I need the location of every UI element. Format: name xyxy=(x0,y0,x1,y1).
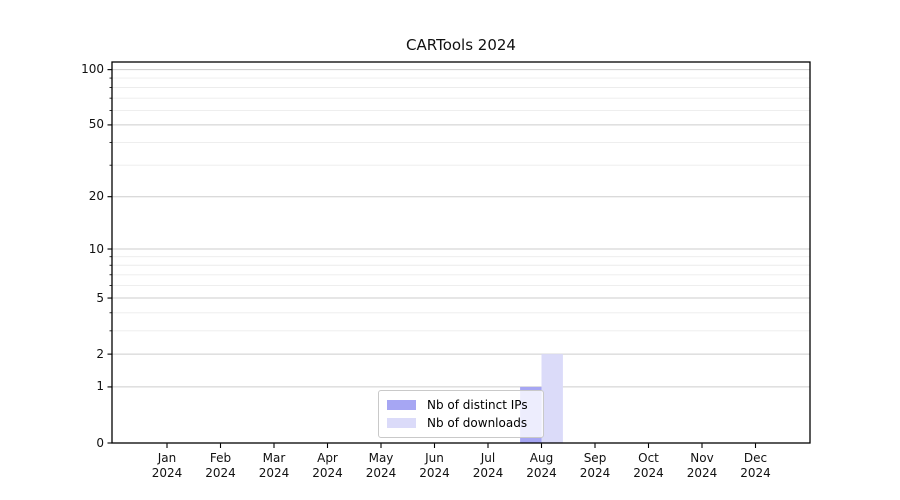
x-tick-label: Sep 2024 xyxy=(567,451,623,481)
y-tick-label: 50 xyxy=(88,117,104,132)
legend-swatch-distinct-ips xyxy=(387,400,416,410)
x-tick-month: Nov xyxy=(690,451,714,465)
x-tick-label: May 2024 xyxy=(353,451,409,481)
x-tick-label: Apr 2024 xyxy=(300,451,356,481)
y-tick-label: 100 xyxy=(81,62,104,77)
legend-entry-downloads: Nb of downloads xyxy=(387,415,535,432)
legend-entry-distinct-ips: Nb of distinct IPs xyxy=(387,397,535,414)
x-tick-year: 2024 xyxy=(419,466,450,480)
x-tick-year: 2024 xyxy=(365,466,397,480)
x-tick-month: Apr xyxy=(317,451,338,465)
legend: Nb of distinct IPs Nb of downloads xyxy=(378,390,544,438)
x-tick-month: Jul xyxy=(480,451,496,465)
x-tick-month: Oct xyxy=(638,451,659,465)
x-tick-month: Jun xyxy=(425,451,444,465)
x-tick-month: Sep xyxy=(583,451,607,465)
x-tick-label: Aug 2024 xyxy=(514,451,570,481)
x-tick-year: 2024 xyxy=(526,466,557,480)
x-tick-year: 2024 xyxy=(633,466,664,480)
y-tick-label: 1 xyxy=(96,379,104,394)
x-tick-year: 2024 xyxy=(205,466,236,480)
legend-label-distinct-ips: Nb of distinct IPs xyxy=(427,398,528,412)
y-tick-label: 2 xyxy=(96,346,104,361)
chart-title: CARTools 2024 xyxy=(406,36,516,54)
x-tick-label: Mar 2024 xyxy=(246,451,302,481)
y-tick-label: 20 xyxy=(88,189,104,204)
x-tick-label: Jun 2024 xyxy=(407,451,463,481)
x-tick-month: Jan xyxy=(157,451,177,465)
x-tick-year: 2024 xyxy=(258,466,290,480)
plot-frame xyxy=(111,61,811,444)
x-tick-month: Aug xyxy=(529,451,554,465)
y-tick-label: 10 xyxy=(88,241,104,256)
x-tick-label: Nov 2024 xyxy=(674,451,730,481)
x-tick-year: 2024 xyxy=(151,466,183,480)
x-tick-month: May xyxy=(368,451,394,465)
legend-label-downloads: Nb of downloads xyxy=(427,416,528,430)
y-tick-label: 0 xyxy=(96,435,104,450)
x-tick-month: Mar xyxy=(262,451,286,465)
x-tick-month: Feb xyxy=(209,451,232,465)
x-tick-year: 2024 xyxy=(740,466,771,480)
x-tick-month: Dec xyxy=(743,451,768,465)
x-tick-label: Jan 2024 xyxy=(139,451,195,481)
x-tick-year: 2024 xyxy=(472,466,504,480)
bar-nb-of-downloads xyxy=(541,354,563,443)
x-tick-label: Oct 2024 xyxy=(621,451,677,481)
legend-swatch-downloads xyxy=(387,418,416,428)
y-tick-label: 5 xyxy=(96,290,104,305)
x-tick-label: Jul 2024 xyxy=(460,451,516,481)
x-tick-year: 2024 xyxy=(312,466,343,480)
x-tick-year: 2024 xyxy=(579,466,611,480)
x-tick-label: Dec 2024 xyxy=(728,451,784,481)
x-tick-label: Feb 2024 xyxy=(193,451,249,481)
x-tick-year: 2024 xyxy=(686,466,718,480)
